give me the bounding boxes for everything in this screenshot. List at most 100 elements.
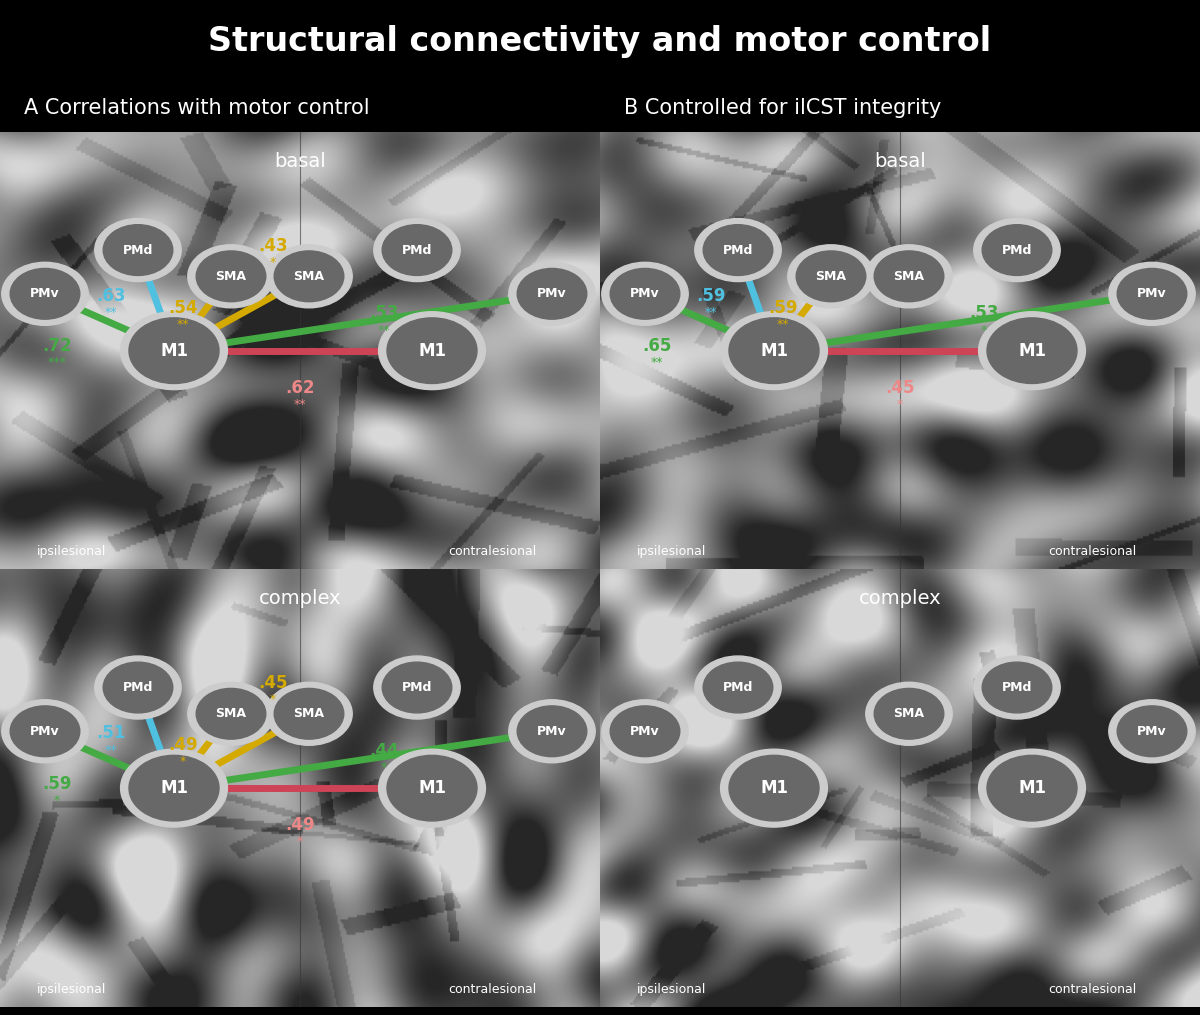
Circle shape bbox=[187, 682, 274, 745]
Text: SMA: SMA bbox=[216, 270, 246, 283]
Text: complex: complex bbox=[859, 589, 941, 608]
Circle shape bbox=[695, 218, 781, 281]
Circle shape bbox=[874, 251, 943, 301]
Text: SMA: SMA bbox=[294, 707, 324, 721]
Circle shape bbox=[509, 262, 595, 326]
Circle shape bbox=[10, 705, 80, 756]
Text: .53: .53 bbox=[970, 304, 998, 323]
Text: M1: M1 bbox=[418, 780, 446, 797]
Circle shape bbox=[379, 749, 486, 827]
Text: .72: .72 bbox=[42, 337, 72, 355]
Text: contralesional: contralesional bbox=[448, 545, 536, 558]
Text: M1: M1 bbox=[760, 342, 788, 359]
Text: .62: .62 bbox=[286, 379, 314, 397]
Text: .43: .43 bbox=[258, 236, 288, 255]
Circle shape bbox=[274, 688, 344, 739]
Circle shape bbox=[379, 312, 486, 390]
Circle shape bbox=[703, 224, 773, 275]
Text: **: ** bbox=[294, 398, 306, 411]
Text: PMd: PMd bbox=[722, 244, 754, 257]
Text: .45: .45 bbox=[886, 379, 914, 397]
Circle shape bbox=[1, 699, 89, 763]
Text: PMd: PMd bbox=[122, 681, 154, 694]
Text: PMd: PMd bbox=[722, 681, 754, 694]
Circle shape bbox=[1, 262, 89, 326]
Text: PMv: PMv bbox=[538, 287, 566, 300]
Circle shape bbox=[374, 218, 460, 281]
Circle shape bbox=[103, 224, 173, 275]
Text: .63: .63 bbox=[96, 287, 126, 304]
Text: M1: M1 bbox=[160, 342, 188, 359]
Text: .59: .59 bbox=[42, 774, 72, 793]
Circle shape bbox=[10, 268, 80, 319]
Circle shape bbox=[382, 662, 451, 713]
Text: Structural connectivity and motor control: Structural connectivity and motor contro… bbox=[209, 25, 991, 58]
Text: ipsilesional: ipsilesional bbox=[37, 545, 107, 558]
Circle shape bbox=[703, 662, 773, 713]
Circle shape bbox=[382, 224, 451, 275]
Text: **: ** bbox=[704, 307, 718, 319]
Circle shape bbox=[187, 245, 274, 308]
Circle shape bbox=[730, 755, 818, 821]
Text: *: * bbox=[380, 761, 388, 774]
Circle shape bbox=[130, 318, 220, 384]
Circle shape bbox=[979, 312, 1086, 390]
Circle shape bbox=[986, 318, 1078, 384]
Text: M1: M1 bbox=[418, 342, 446, 359]
Text: ipsilesional: ipsilesional bbox=[637, 983, 707, 996]
Text: *: * bbox=[270, 256, 276, 269]
Text: PMv: PMv bbox=[1138, 287, 1166, 300]
Circle shape bbox=[974, 218, 1061, 281]
Circle shape bbox=[120, 749, 228, 827]
Text: ipsilesional: ipsilesional bbox=[37, 983, 107, 996]
Text: M1: M1 bbox=[760, 780, 788, 797]
Text: basal: basal bbox=[274, 151, 326, 171]
Circle shape bbox=[720, 749, 828, 827]
Circle shape bbox=[866, 245, 953, 308]
Circle shape bbox=[986, 755, 1078, 821]
Text: .65: .65 bbox=[642, 337, 672, 355]
Circle shape bbox=[95, 218, 181, 281]
Circle shape bbox=[509, 699, 595, 763]
Text: *: * bbox=[180, 755, 186, 768]
Text: .51: .51 bbox=[96, 725, 126, 742]
Text: .59: .59 bbox=[696, 287, 726, 304]
Circle shape bbox=[983, 224, 1051, 275]
Circle shape bbox=[1117, 268, 1187, 319]
Circle shape bbox=[517, 268, 587, 319]
Circle shape bbox=[1109, 699, 1195, 763]
Text: *: * bbox=[980, 324, 988, 337]
Text: SMA: SMA bbox=[216, 707, 246, 721]
Circle shape bbox=[197, 688, 266, 739]
Text: PMv: PMv bbox=[630, 725, 660, 738]
Text: SMA: SMA bbox=[294, 270, 324, 283]
Circle shape bbox=[386, 318, 478, 384]
Text: contralesional: contralesional bbox=[1048, 983, 1136, 996]
Circle shape bbox=[787, 245, 874, 308]
Text: *: * bbox=[270, 693, 276, 706]
Text: PMv: PMv bbox=[30, 725, 60, 738]
Circle shape bbox=[120, 312, 228, 390]
Text: PMd: PMd bbox=[122, 244, 154, 257]
Text: *: * bbox=[296, 835, 304, 849]
Text: .45: .45 bbox=[258, 674, 288, 692]
Text: SMA: SMA bbox=[816, 270, 846, 283]
Text: .49: .49 bbox=[286, 816, 314, 834]
Text: PMv: PMv bbox=[1138, 725, 1166, 738]
Text: B Controlled for ilCST integrity: B Controlled for ilCST integrity bbox=[624, 97, 941, 118]
Text: .54: .54 bbox=[168, 298, 198, 317]
Text: PMv: PMv bbox=[30, 287, 60, 300]
Circle shape bbox=[265, 682, 353, 745]
Text: M1: M1 bbox=[1018, 342, 1046, 359]
Circle shape bbox=[103, 662, 173, 713]
Text: *: * bbox=[54, 794, 60, 807]
Circle shape bbox=[130, 755, 220, 821]
Text: **: ** bbox=[650, 356, 664, 369]
Text: ipsilesional: ipsilesional bbox=[637, 545, 707, 558]
Text: contralesional: contralesional bbox=[448, 983, 536, 996]
Text: PMd: PMd bbox=[402, 681, 432, 694]
Text: ***: *** bbox=[48, 356, 66, 369]
Text: .59: .59 bbox=[768, 298, 798, 317]
Text: PMv: PMv bbox=[630, 287, 660, 300]
Circle shape bbox=[386, 755, 478, 821]
